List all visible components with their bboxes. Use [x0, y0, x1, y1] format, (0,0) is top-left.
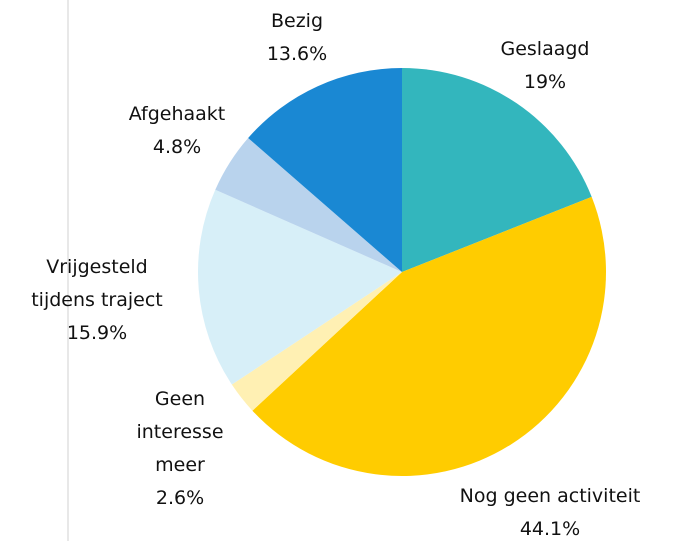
slice-label: Vrijgesteld tijdens traject 15.9%: [15, 251, 180, 350]
pie-slice: [198, 189, 402, 385]
category-label: Bezig: [270, 10, 324, 32]
value-label: 13.6%: [266, 43, 328, 65]
slice-label: Geen interesse meer 2.6%: [120, 383, 240, 515]
pie-slice: [402, 68, 592, 272]
value-label: 15.9%: [66, 322, 128, 344]
category-label: Geen interesse meer: [136, 388, 224, 476]
value-label: 2.6%: [155, 487, 205, 509]
value-label: 4.8%: [152, 136, 202, 158]
value-label: 19%: [523, 71, 567, 93]
category-label: Nog geen activiteit: [459, 485, 641, 507]
value-label: 44.1%: [519, 518, 581, 540]
pie-slice: [252, 196, 607, 476]
category-label: Geslaagd: [500, 38, 590, 60]
category-label: Vrijgesteld tijdens traject: [31, 256, 163, 311]
slice-label: Bezig 13.6%: [237, 5, 357, 71]
slice-label: Geslaagd 19%: [465, 33, 625, 99]
slice-label: Nog geen activiteit 44.1%: [400, 480, 675, 541]
pie-slice: [231, 272, 402, 411]
pie-slice: [215, 138, 402, 272]
category-label: Afgehaakt: [128, 103, 226, 125]
slice-label: Afgehaakt 4.8%: [107, 98, 247, 164]
pie-slice: [248, 68, 402, 272]
